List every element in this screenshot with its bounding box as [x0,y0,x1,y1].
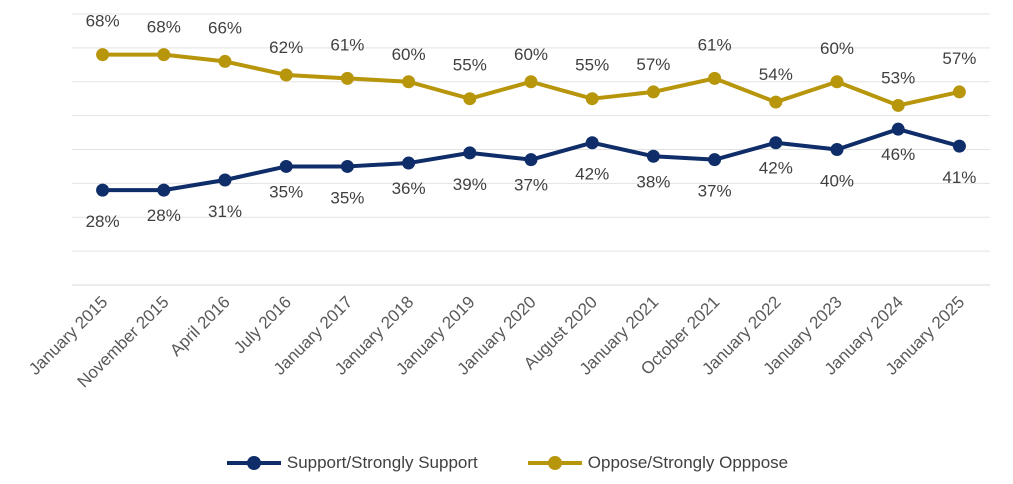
data-label: 28% [147,206,181,225]
data-point [524,75,538,89]
data-label: 61% [698,35,732,54]
data-label: 38% [636,172,670,191]
data-point [585,136,599,150]
data-label: 66% [208,18,242,37]
legend-swatch-support [226,456,281,470]
data-label: 28% [86,212,120,231]
data-point [463,92,477,106]
data-point [279,159,293,173]
data-point [769,136,783,150]
data-label: 42% [759,159,793,178]
data-label: 53% [881,68,915,87]
data-label: 57% [636,55,670,74]
data-label: 61% [330,35,364,54]
data-labels: 28% 28% 31% 35% 35% 36% 39% 37% 42% 38% 37% 42% 40% 4… [86,12,977,231]
data-label: 31% [208,202,242,221]
data-point [279,68,293,82]
data-point [157,183,171,197]
data-point [157,48,171,62]
data-point [402,75,416,89]
data-label: 35% [330,188,364,207]
series-layer [96,48,966,197]
data-label: 37% [514,176,548,195]
data-point [585,92,599,106]
data-label: 42% [575,165,609,184]
data-point [340,71,354,85]
data-label: 60% [392,45,426,64]
x-tick-label: April 2016 [166,292,234,360]
legend: Support/Strongly Support Oppose/Strongly… [0,453,1013,473]
data-label: 68% [86,12,120,31]
data-point [96,48,110,62]
data-label: 41% [942,168,976,187]
data-point [952,139,966,153]
data-label: 62% [269,38,303,57]
data-point [524,153,538,167]
data-label: 37% [698,182,732,201]
legend-item-oppose: Oppose/Strongly Opppose [526,453,788,473]
data-label: 39% [453,175,487,194]
legend-label-oppose: Oppose/Strongly Opppose [587,453,789,472]
data-point [340,159,354,173]
data-point [830,75,844,89]
data-label: 60% [514,45,548,64]
data-label: 60% [820,39,854,58]
data-label: 57% [942,49,976,68]
data-point [708,71,722,85]
data-point [646,85,660,99]
data-point [96,183,110,197]
data-point [218,54,232,68]
x-tick-label: July 2016 [230,292,295,357]
data-point [891,122,905,136]
data-point [708,153,722,167]
legend-item-support: Support/Strongly Support [225,453,478,473]
legend-label-support: Support/Strongly Support [286,453,478,472]
data-point [646,149,660,163]
data-point [952,85,966,99]
legend-swatch-oppose [527,456,582,470]
data-label: 46% [881,145,915,164]
data-point [830,143,844,156]
data-label: 55% [453,56,487,75]
data-label: 54% [759,65,793,84]
data-label: 55% [575,56,609,75]
data-label: 35% [269,182,303,201]
data-label: 40% [820,172,854,191]
data-point [891,98,905,112]
data-point [769,95,783,109]
data-point [463,146,477,160]
data-label: 68% [147,18,181,37]
data-point [218,173,232,187]
data-point [402,156,416,170]
data-label: 36% [392,179,426,198]
